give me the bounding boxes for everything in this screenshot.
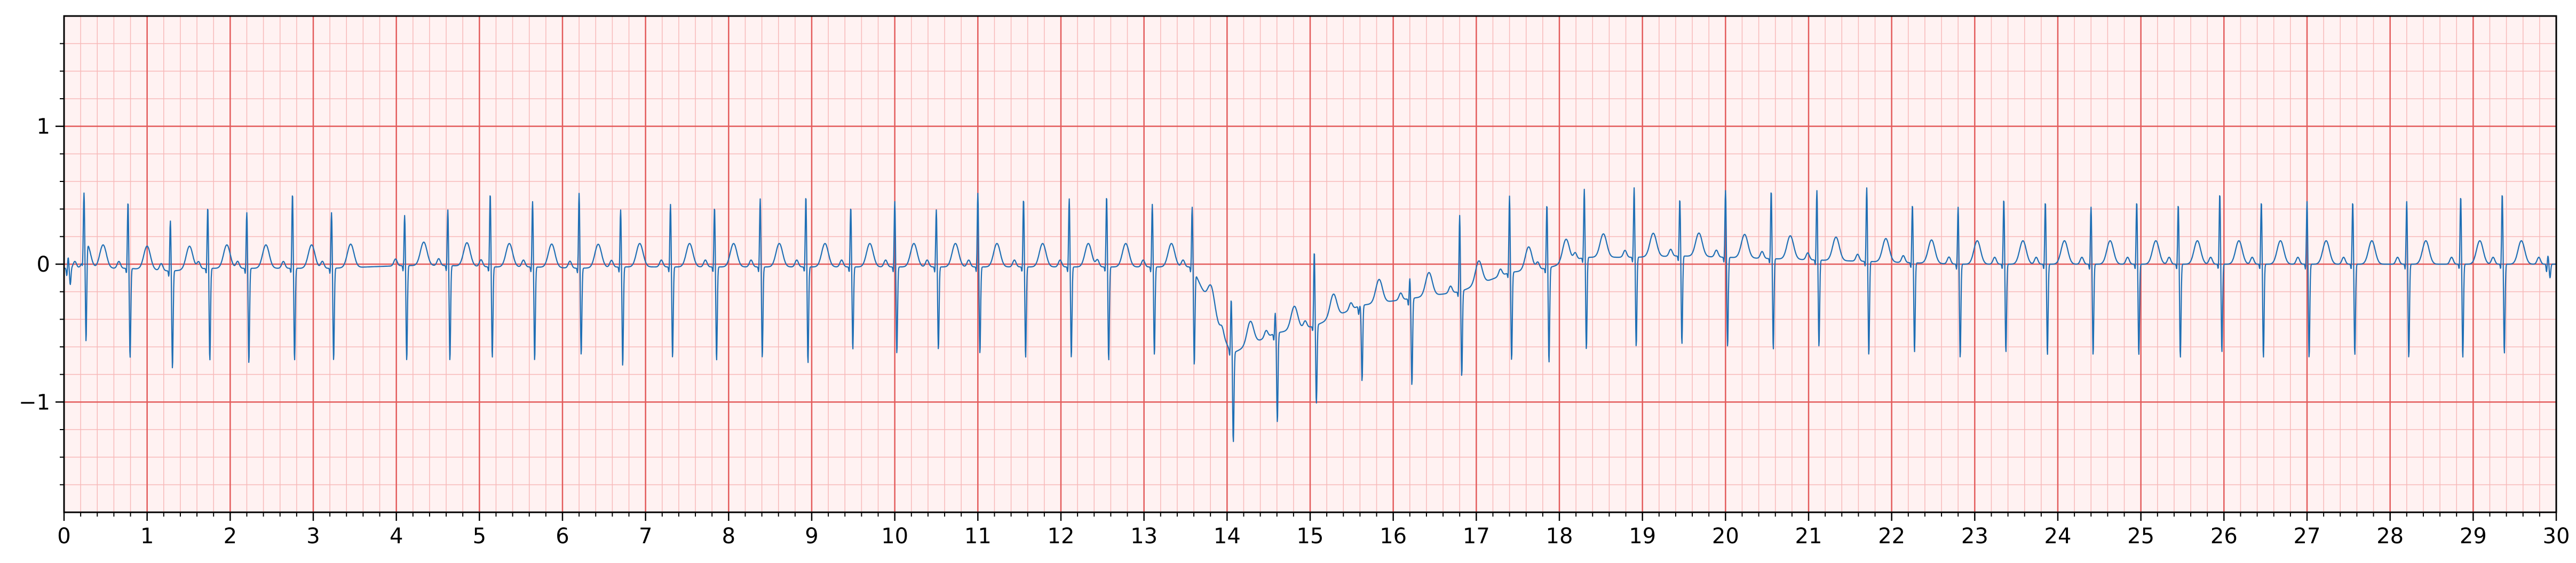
x-tick-label: 7 — [639, 524, 652, 549]
y-tick-label: −1 — [19, 390, 50, 415]
x-tick-label: 13 — [1130, 524, 1158, 549]
x-tick-label: 30 — [2543, 524, 2570, 549]
x-tick-label: 14 — [1214, 524, 1241, 549]
x-tick-label: 15 — [1297, 524, 1324, 549]
x-tick-label: 5 — [473, 524, 486, 549]
x-tick-label: 18 — [1546, 524, 1573, 549]
x-tick-label: 26 — [2210, 524, 2238, 549]
x-tick-label: 1 — [140, 524, 154, 549]
x-tick-label: 29 — [2460, 524, 2487, 549]
x-tick-label: 24 — [2044, 524, 2072, 549]
x-tick-label: 9 — [805, 524, 818, 549]
x-tick-label: 11 — [964, 524, 992, 549]
x-tick-label: 16 — [1380, 524, 1407, 549]
y-axis: −1 0 1 — [19, 43, 64, 486]
x-tick-label: 21 — [1795, 524, 1822, 549]
x-tick-label: 6 — [556, 524, 569, 549]
x-tick-label: 27 — [2294, 524, 2321, 549]
x-tick-label: 2 — [224, 524, 237, 549]
x-tick-label: 22 — [1878, 524, 1905, 549]
x-tick-label: 0 — [57, 524, 70, 549]
x-tick-label: 8 — [722, 524, 735, 549]
x-tick-label: 20 — [1712, 524, 1739, 549]
x-tick-label: 10 — [881, 524, 908, 549]
series-layer — [64, 187, 2557, 442]
x-tick-label: 17 — [1463, 524, 1490, 549]
y-tick-label: 1 — [37, 115, 50, 139]
x-tick-label: 28 — [2376, 524, 2404, 549]
y-tick-label: 0 — [37, 252, 50, 277]
x-tick-label: 12 — [1048, 524, 1075, 549]
x-tick-label: 25 — [2127, 524, 2154, 549]
major-grid — [64, 16, 2556, 512]
ecg-trace-line — [64, 187, 2557, 442]
x-tick-label: 3 — [306, 524, 320, 549]
x-axis: 0 1 2 3 4 5 6 7 8 9 10 11 12 13 14 15 16 17 18 19 20 21 22 23 24… — [57, 512, 2570, 549]
x-tick-label: 23 — [1961, 524, 1988, 549]
x-tick-label: 4 — [390, 524, 403, 549]
x-tick-label: 19 — [1629, 524, 1656, 549]
